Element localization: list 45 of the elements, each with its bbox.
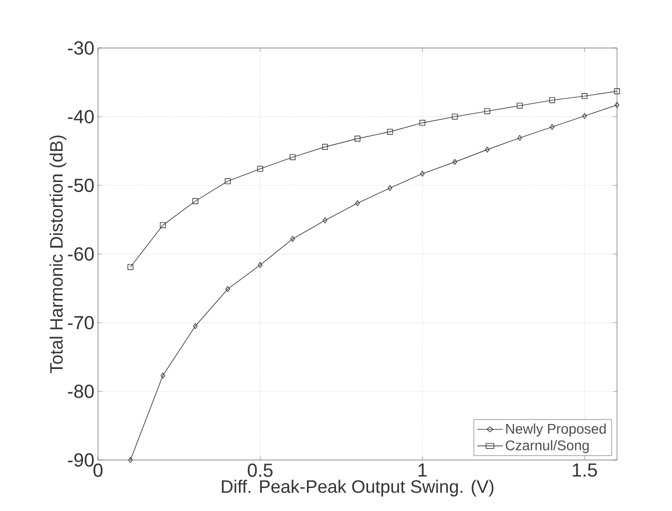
point (614, 88, 620, 94)
y-tick-label: -30 (68, 41, 94, 55)
point (257, 166, 264, 172)
point (127, 264, 134, 270)
point (160, 372, 166, 378)
point (452, 114, 458, 120)
point (550, 124, 554, 130)
point (582, 113, 587, 119)
point (484, 108, 490, 114)
point (322, 217, 328, 224)
point (452, 159, 458, 165)
x-tick-label: 0.5 (248, 464, 273, 477)
point (322, 144, 328, 150)
point (355, 200, 360, 206)
y-tick-label: -80 (68, 384, 94, 398)
x-tick-label: 0 (93, 464, 103, 477)
point (582, 93, 588, 100)
y-tick-label: -90 (68, 453, 94, 467)
y-tick-label: -40 (68, 110, 94, 124)
point (224, 178, 231, 184)
y-tick-label: -50 (68, 178, 94, 192)
y-tick-label: -60 (68, 247, 94, 261)
point (420, 170, 425, 177)
legend-label: Newly Proposed (506, 424, 606, 437)
legend-label: Czarnul/Song (506, 440, 589, 454)
point (290, 236, 295, 242)
point (258, 262, 262, 268)
y-tick-label: -70 (68, 316, 94, 330)
x-axis-title: Diff. Peak-Peak Output Swing. (V) (222, 480, 494, 496)
y-axis-title: Total Harmonic Distortion (dB) (50, 136, 66, 374)
point (517, 135, 522, 141)
point (160, 222, 166, 228)
point (484, 146, 490, 153)
point (549, 97, 556, 104)
point (386, 128, 393, 135)
point (419, 120, 426, 126)
point (290, 154, 296, 160)
point (193, 323, 198, 330)
x-tick-label: 1 (418, 464, 427, 477)
x-tick-label: 1.5 (572, 464, 597, 477)
point (388, 185, 392, 192)
point (354, 136, 360, 142)
point (225, 286, 230, 292)
point (516, 102, 523, 109)
point (192, 198, 198, 204)
